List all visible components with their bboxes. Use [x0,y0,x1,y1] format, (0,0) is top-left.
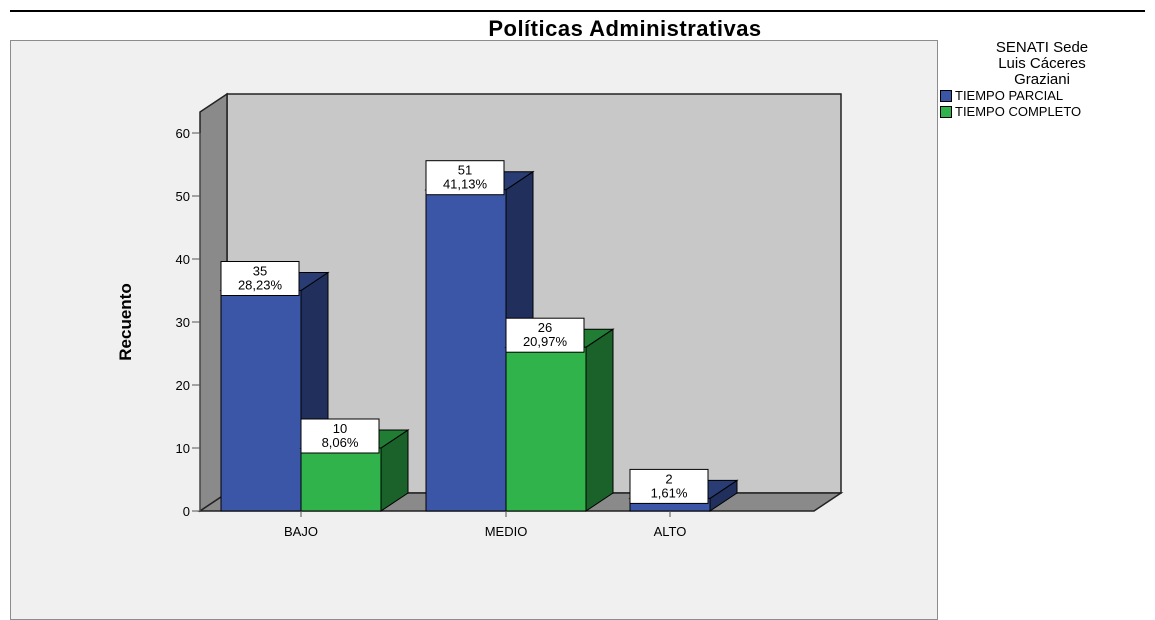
bar [505,346,587,512]
legend-item-tiempo-parcial: TIEMPO PARCIAL [940,89,1155,104]
data-label-box [425,160,505,196]
bar [425,189,507,512]
data-label: 10 [333,421,347,436]
legend-title-line: Luis Cáceres [998,55,1086,72]
legend-title-line: Graziani [1014,71,1070,88]
bar [300,447,382,512]
data-label: 1,61% [651,485,688,500]
legend-swatch-tiempo-parcial [940,90,952,102]
legend-label: TIEMPO COMPLETO [955,104,1082,119]
x-tick-label: ALTO [654,524,687,539]
chart-title: Políticas Administrativas [488,16,762,41]
data-label: 2 [665,471,672,486]
legend-title: SENATI Sede Luis Cáceres Graziani [937,40,1147,88]
data-label-box [300,418,380,454]
data-label-box [505,317,585,353]
x-tick-label: MEDIO [485,524,528,539]
legend-title-line: SENATI Sede [995,39,1089,56]
y-tick-label: 40 [176,252,190,267]
data-label: 8,06% [322,435,359,450]
legend-item-tiempo-completo: TIEMPO COMPLETO [940,105,1155,120]
y-tick-label: 30 [176,315,190,330]
y-tick-label: 50 [176,189,190,204]
bar [220,290,302,512]
y-axis-title: Recuento [116,283,135,360]
x-tick-label: BAJO [284,524,318,539]
data-label: 20,97% [523,334,568,349]
data-label: 35 [253,264,267,279]
data-label: 41,13% [443,177,488,192]
data-label-box [629,468,709,504]
data-label-box [220,261,300,296]
y-tick-label: 20 [176,378,190,393]
data-label: 26 [538,320,552,335]
data-label: 51 [458,163,472,178]
y-tick-label: 0 [183,504,190,519]
y-tick-label: 10 [176,441,190,456]
data-label: 28,23% [238,278,283,293]
top-rule [10,10,1145,12]
legend: SENATI Sede Luis Cáceres Graziani TIEMPO… [940,40,1155,120]
bar-side [585,328,614,512]
legend-swatch-tiempo-completo [940,106,952,118]
legend-label: TIEMPO PARCIAL [955,88,1064,103]
y-tick-label: 60 [176,126,190,141]
